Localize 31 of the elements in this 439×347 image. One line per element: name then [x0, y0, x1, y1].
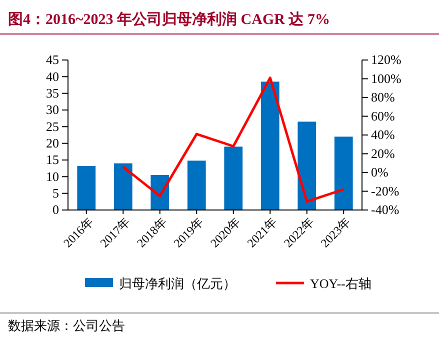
line-series [122, 76, 345, 203]
y2-tick-label: 80% [371, 90, 395, 105]
y-tick-label: 20 [46, 135, 59, 150]
y-tick-label: 10 [46, 168, 59, 184]
bar [77, 166, 96, 210]
y2-tick-label: -20% [371, 183, 400, 198]
y2-tick-label: 40% [371, 127, 395, 142]
legend-label: 归母净利润（亿元） [119, 276, 236, 291]
bar [187, 160, 206, 210]
y2-tick-label: 60% [371, 108, 395, 124]
y2-tick-label: 100% [371, 70, 402, 86]
bar [114, 163, 132, 210]
bar [334, 136, 353, 210]
y2-tick-label: -40% [371, 202, 400, 218]
y-tick-label: 30 [46, 102, 59, 118]
bar [260, 82, 280, 210]
chart-title: 图4：2016~2023 年公司归母净利润 CAGR 达 7% [8, 10, 330, 28]
y-tick-label: 35 [46, 85, 59, 100]
y-tick-label: 15 [46, 152, 59, 168]
bar [224, 146, 243, 210]
y-tick-label: 0 [52, 202, 59, 218]
y2-tick-label: 120% [371, 52, 402, 68]
source-note: 数据来源：公司公告 [8, 318, 125, 333]
y2-tick-label: 0% [371, 164, 388, 180]
y-tick-label: 5 [52, 185, 59, 200]
bar [298, 122, 316, 210]
legend-label: YOY--右轴 [310, 276, 372, 291]
y-tick-label: 25 [46, 118, 59, 134]
y-tick-label: 45 [46, 52, 59, 68]
y-tick-label: 40 [46, 68, 59, 84]
y2-tick-label: 20% [371, 146, 395, 161]
